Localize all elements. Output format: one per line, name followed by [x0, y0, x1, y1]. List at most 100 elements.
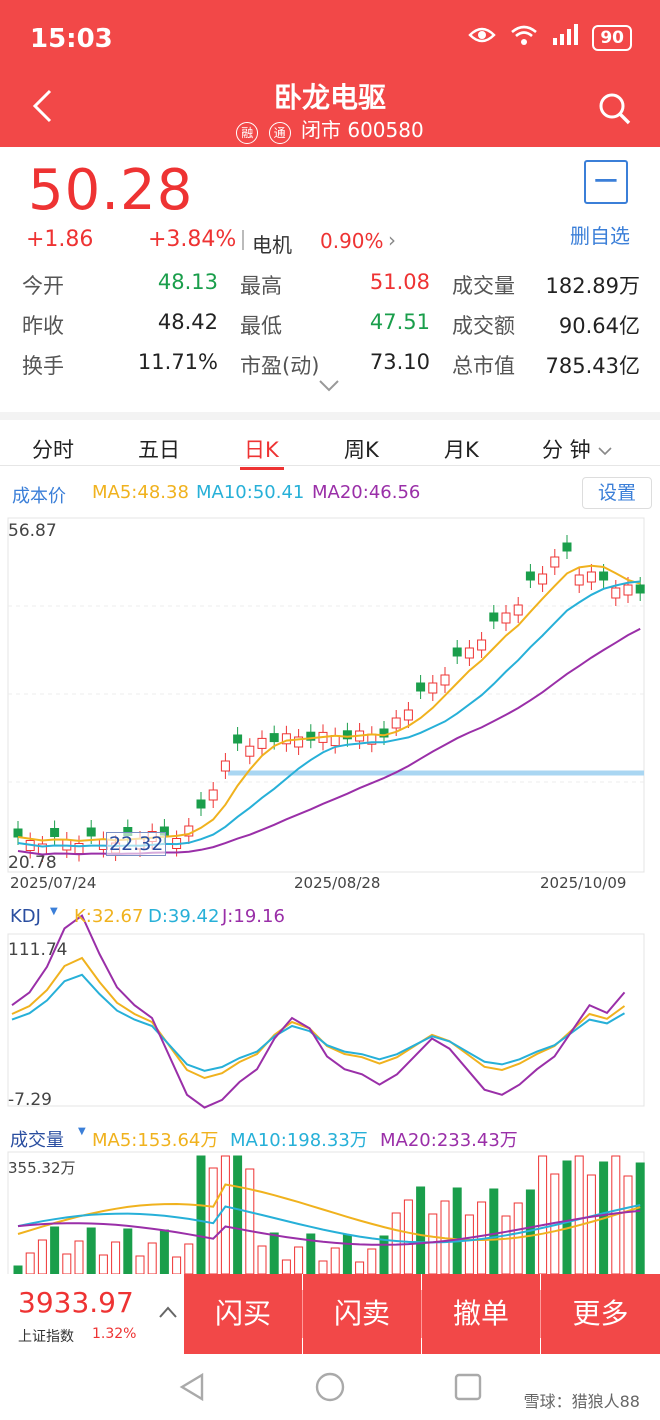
stat-value: 51.08 [369, 270, 430, 294]
more-button[interactable]: 更多 [541, 1274, 660, 1354]
candle-body [477, 639, 487, 651]
volume-bar [196, 1155, 206, 1274]
search-icon[interactable] [598, 92, 632, 130]
divider [421, 1290, 422, 1338]
triangle-down-icon[interactable]: ▼ [78, 1126, 86, 1137]
back-icon[interactable] [30, 88, 56, 131]
chevron-up-icon[interactable] [158, 1304, 178, 1323]
price-change-pct: +3.84% [148, 227, 237, 252]
volume-bar [403, 1199, 413, 1274]
divider [302, 1290, 303, 1338]
candle-body [599, 571, 609, 581]
volume-bar [330, 1247, 340, 1274]
volume-ma5-label: MA5:153.64万 [92, 1130, 219, 1151]
candle-body [513, 604, 523, 616]
stat-value: 182.89万 [545, 274, 640, 298]
period-tabs: 分时 五日 日K 周K 月K 分 钟 [0, 412, 660, 470]
current-price: 50.28 [28, 158, 194, 223]
divider [242, 230, 244, 250]
flash-sell-button[interactable]: 闪卖 [303, 1274, 421, 1354]
kdj-ymax: 111.74 [8, 940, 68, 960]
kdj-k-line [11, 956, 626, 1080]
candle-body [257, 737, 267, 749]
candle-body [574, 574, 584, 586]
volume-bar [452, 1187, 462, 1274]
tab-minute[interactable]: 分 钟 [542, 438, 591, 462]
sector-name[interactable]: 电机 [252, 233, 292, 257]
volume-label[interactable]: 成交量 [10, 1130, 64, 1151]
volume-bar [306, 1233, 316, 1274]
volume-ma20-line [17, 1209, 641, 1246]
candle-body [269, 733, 279, 743]
tab-weekly-k[interactable]: 周K [344, 438, 379, 462]
chevron-down-icon[interactable] [318, 378, 340, 397]
candle-body [440, 674, 450, 686]
volume-bar [220, 1155, 230, 1274]
nav-back-icon[interactable] [178, 1372, 206, 1402]
candle-body [428, 682, 438, 694]
candle-body [281, 733, 291, 745]
remove-watchlist-label[interactable]: 删自选 [570, 224, 630, 248]
kdj-k-label: K:32.67 [74, 906, 144, 927]
tab-intraday[interactable]: 分时 [32, 438, 74, 462]
date-mid: 2025/08/28 [294, 874, 381, 892]
volume-ma10-label: MA10:198.33万 [230, 1130, 368, 1151]
volume-bar [62, 1253, 72, 1274]
ma5-label: MA5:48.38 [92, 482, 189, 503]
active-tab-indicator [240, 467, 284, 470]
tab-five-day[interactable]: 五日 [138, 438, 180, 462]
cancel-order-button[interactable]: 撤单 [422, 1274, 540, 1354]
volume-bar [86, 1227, 96, 1274]
cost-price-label[interactable]: 成本价 [12, 486, 66, 507]
status-time: 15:03 [30, 24, 113, 54]
stat-label: 换手 [22, 354, 64, 378]
watermark: 雪球：猎狼人88 [523, 1392, 640, 1411]
candle-body [306, 731, 316, 741]
volume-bar [281, 1259, 291, 1274]
volume-ma20-label: MA20:233.43万 [380, 1130, 518, 1151]
kline-grid [7, 517, 645, 1274]
stat-label: 成交量 [452, 274, 515, 298]
candle-body [208, 789, 218, 801]
price-change: +1.86 [26, 227, 94, 252]
volume-ymax: 355.32万 [8, 1159, 76, 1177]
kdj-ymin: -7.29 [8, 1090, 52, 1110]
chevron-down-icon[interactable] [598, 442, 612, 461]
volume-ma10-line [17, 1204, 641, 1244]
kdj-frame [7, 933, 645, 1107]
nav-recent-icon[interactable] [454, 1373, 482, 1401]
volume-bar [13, 1265, 23, 1274]
volume-bar [355, 1261, 365, 1274]
kdj-label[interactable]: KDJ [10, 906, 41, 927]
kline-chart [13, 535, 645, 862]
kdj-d-label: D:39.42 [148, 906, 220, 927]
flash-buy-button[interactable]: 闪买 [184, 1274, 302, 1354]
candle-body [452, 647, 462, 657]
volume-bar [50, 1226, 60, 1274]
nav-home-icon[interactable] [314, 1371, 346, 1403]
settings-button[interactable]: 设置 [582, 477, 652, 509]
tab-monthly-k[interactable]: 月K [444, 438, 479, 462]
candle-body [379, 728, 389, 738]
candle-body [342, 730, 352, 740]
stat-label: 最高 [240, 274, 282, 298]
remove-watchlist-button[interactable]: − [584, 160, 628, 204]
triangle-down-icon[interactable]: ▼ [50, 906, 58, 917]
tab-daily-k[interactable]: 日K [244, 438, 279, 462]
volume-bar [623, 1175, 633, 1274]
index-pct[interactable]: 1.32% [92, 1326, 137, 1342]
chart-canvas[interactable] [0, 512, 660, 1274]
stat-value: 90.64亿 [558, 314, 640, 338]
stat-label: 市盈(动) [240, 354, 320, 378]
candle-body [403, 709, 413, 721]
volume-bar [233, 1155, 243, 1274]
stat-label: 最低 [240, 314, 282, 338]
chevron-right-icon[interactable]: › [388, 228, 396, 252]
kdj-j-label: J:19.16 [222, 906, 285, 927]
kline-ymax: 56.87 [8, 521, 57, 541]
sector-pct[interactable]: 0.90% [320, 229, 384, 253]
signal-icon [552, 24, 579, 51]
candle-body [538, 573, 548, 585]
index-value[interactable]: 3933.97 [18, 1286, 134, 1319]
index-name[interactable]: 上证指数 [18, 1329, 74, 1345]
